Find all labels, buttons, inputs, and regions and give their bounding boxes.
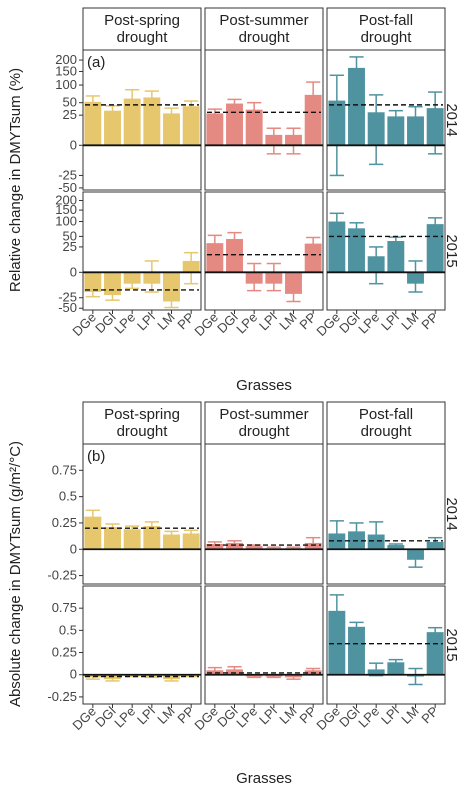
bar-DGl bbox=[104, 527, 121, 550]
panel-frame bbox=[326, 191, 446, 311]
y-axis-title: Relative change in DMYTsum (%) bbox=[7, 68, 24, 292]
bar-LPl bbox=[387, 545, 405, 550]
bar-DGe bbox=[84, 101, 102, 146]
panel-frame bbox=[326, 443, 446, 585]
bar-PP bbox=[304, 94, 322, 146]
y-tick-label: 0.75 bbox=[52, 600, 77, 615]
y-tick-label: 0 bbox=[70, 541, 77, 556]
y-tick-label: 100 bbox=[55, 214, 77, 229]
facet-strip-label: Post-spring bbox=[104, 406, 180, 423]
y-tick-label: 100 bbox=[55, 77, 77, 92]
facet-strip-label: drought bbox=[117, 423, 169, 440]
facet-row-label: 2014 bbox=[443, 103, 460, 136]
facet-strip-2 bbox=[204, 7, 324, 51]
y-tick-label: 150 bbox=[55, 63, 77, 78]
bar-DGe bbox=[328, 221, 346, 273]
y-tick-label: 0.5 bbox=[59, 622, 77, 637]
panel-frame bbox=[204, 49, 324, 191]
facet-strip-label: drought bbox=[239, 29, 291, 46]
bar-DGl bbox=[104, 272, 121, 296]
bar-PP bbox=[182, 533, 200, 550]
y-tick-label: -25 bbox=[58, 290, 77, 305]
panel-frame bbox=[82, 191, 202, 311]
y-tick-label: -25 bbox=[58, 167, 77, 182]
y-tick-label: 0 bbox=[70, 137, 77, 152]
panel-frame bbox=[204, 191, 324, 311]
facet-strip-label: Post-summer bbox=[219, 406, 308, 423]
bar-DGl bbox=[348, 67, 365, 146]
facet-strip-2 bbox=[204, 401, 324, 445]
bar-DGl bbox=[104, 110, 121, 146]
panel-frame bbox=[326, 585, 446, 705]
y-tick-label: 0.25 bbox=[52, 645, 77, 660]
facet-strip-label: drought bbox=[239, 423, 291, 440]
y-tick-label: 150 bbox=[55, 202, 77, 217]
bar-DGe bbox=[84, 272, 102, 292]
facet-strip-label: Post-summer bbox=[219, 12, 308, 29]
facet-strip-label: Post-spring bbox=[104, 12, 180, 29]
y-axis-title: Absolute change in DMYTsum (g/m²/°C) bbox=[7, 441, 24, 707]
bar-DGe bbox=[84, 516, 102, 550]
y-tick-label: -50 bbox=[58, 180, 77, 195]
facet-strip-3 bbox=[326, 401, 446, 445]
x-tick-label: PP bbox=[418, 310, 441, 333]
facet-strip-label: drought bbox=[361, 423, 413, 440]
bar-LM bbox=[163, 113, 180, 146]
y-tick-label: 25 bbox=[63, 107, 77, 122]
bar-PP bbox=[426, 224, 444, 273]
bar-DGe bbox=[206, 243, 224, 273]
facet-row-label: 2015 bbox=[443, 628, 460, 661]
bar-LPl bbox=[387, 241, 405, 273]
y-tick-label: 50 bbox=[63, 228, 77, 243]
bar-PP bbox=[426, 632, 444, 675]
facet-strip-1 bbox=[82, 401, 202, 445]
x-tick-label: PP bbox=[418, 704, 441, 727]
bar-LPl bbox=[143, 526, 161, 550]
y-tick-label: 0 bbox=[70, 667, 77, 682]
bar-LPe bbox=[123, 529, 141, 550]
y-tick-label: 0.75 bbox=[52, 462, 77, 477]
facet-strip-label: drought bbox=[361, 29, 413, 46]
y-tick-label: 0 bbox=[70, 264, 77, 279]
y-tick-label: 0.25 bbox=[52, 515, 77, 530]
bar-DGe bbox=[206, 113, 224, 146]
facet-strip-3 bbox=[326, 7, 446, 51]
facet-row-label: 2014 bbox=[443, 497, 460, 530]
bar-DGl bbox=[226, 103, 243, 146]
y-tick-label: 0.5 bbox=[59, 489, 77, 504]
y-tick-label: -0.25 bbox=[47, 689, 77, 704]
y-tick-label: -0.25 bbox=[47, 568, 77, 583]
facet-row-label: 2015 bbox=[443, 234, 460, 267]
bar-DGl bbox=[348, 626, 365, 675]
facet-strip-label: Post-fall bbox=[359, 406, 413, 423]
y-tick-label: 200 bbox=[55, 52, 77, 67]
panel-frame bbox=[204, 443, 324, 585]
y-tick-label: 200 bbox=[55, 192, 77, 207]
bar-DGl bbox=[348, 228, 365, 273]
panel-frame bbox=[326, 49, 446, 191]
bar-PP bbox=[182, 106, 200, 146]
panel-frame bbox=[82, 443, 202, 585]
facet-strip-1 bbox=[82, 7, 202, 51]
panel-frame bbox=[204, 585, 324, 705]
facet-strip-label: Post-fall bbox=[359, 12, 413, 29]
y-tick-label: -50 bbox=[58, 300, 77, 315]
y-tick-label: 25 bbox=[63, 239, 77, 254]
x-axis-title: Grasses bbox=[236, 377, 292, 394]
panel-tag: (b) bbox=[87, 448, 105, 465]
panel-tag: (a) bbox=[87, 54, 105, 71]
panel-frame bbox=[82, 585, 202, 705]
chart-layer: Post-springdroughtPost-summerdroughtPost… bbox=[7, 7, 460, 786]
bar-LPl bbox=[143, 97, 161, 146]
bar-DGl bbox=[226, 542, 243, 550]
x-axis-title: Grasses bbox=[236, 770, 292, 786]
facet-strip-label: drought bbox=[117, 29, 169, 46]
y-tick-label: 50 bbox=[63, 95, 77, 110]
panel-frame bbox=[82, 49, 202, 191]
